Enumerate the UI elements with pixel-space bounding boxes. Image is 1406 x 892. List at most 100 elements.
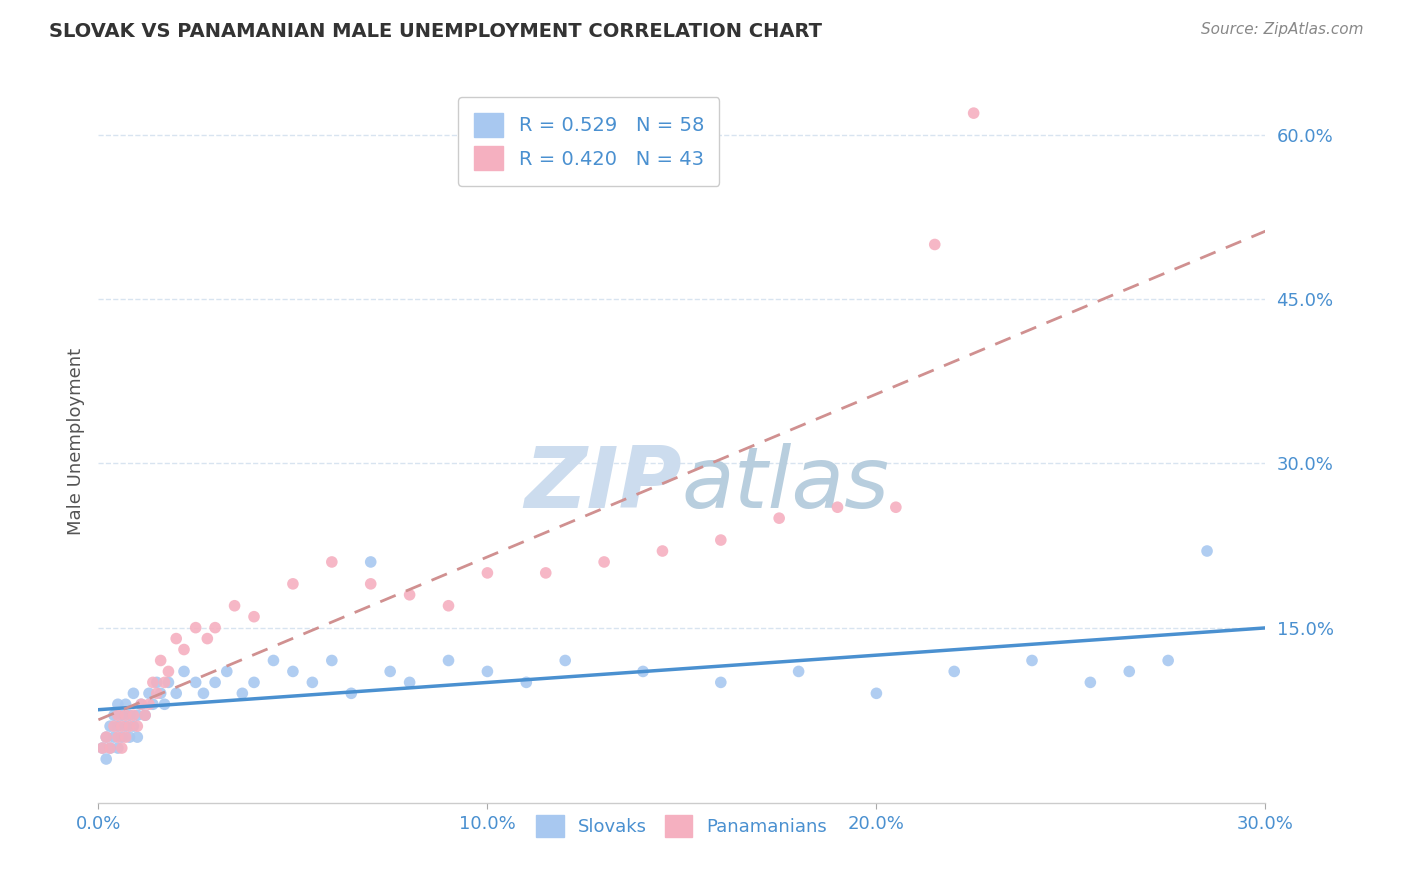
- Point: [146, 675, 169, 690]
- Point: [943, 665, 966, 679]
- Point: [1021, 653, 1043, 667]
- Point: [243, 609, 266, 624]
- Point: [149, 653, 172, 667]
- Point: [437, 599, 460, 613]
- Point: [103, 708, 125, 723]
- Point: [1118, 665, 1140, 679]
- Point: [107, 730, 129, 744]
- Point: [515, 675, 537, 690]
- Point: [142, 675, 165, 690]
- Point: [827, 500, 849, 515]
- Point: [204, 621, 226, 635]
- Point: [153, 675, 176, 690]
- Legend: Slovaks, Panamanians: Slovaks, Panamanians: [529, 808, 835, 845]
- Text: SLOVAK VS PANAMANIAN MALE UNEMPLOYMENT CORRELATION CHART: SLOVAK VS PANAMANIAN MALE UNEMPLOYMENT C…: [49, 22, 823, 41]
- Point: [114, 719, 136, 733]
- Point: [111, 741, 134, 756]
- Point: [768, 511, 790, 525]
- Point: [195, 632, 218, 646]
- Text: ZIP: ZIP: [524, 443, 682, 526]
- Point: [962, 106, 984, 120]
- Point: [98, 741, 121, 756]
- Point: [107, 698, 129, 712]
- Point: [111, 708, 134, 723]
- Point: [710, 675, 733, 690]
- Point: [122, 686, 145, 700]
- Point: [321, 653, 343, 667]
- Point: [710, 533, 733, 547]
- Point: [215, 665, 238, 679]
- Point: [114, 708, 136, 723]
- Point: [360, 555, 382, 569]
- Y-axis label: Male Unemployment: Male Unemployment: [66, 348, 84, 535]
- Point: [129, 698, 152, 712]
- Point: [118, 730, 141, 744]
- Point: [398, 675, 420, 690]
- Point: [1157, 653, 1180, 667]
- Point: [243, 675, 266, 690]
- Point: [142, 698, 165, 712]
- Point: [534, 566, 557, 580]
- Point: [103, 719, 125, 733]
- Point: [134, 708, 156, 723]
- Text: atlas: atlas: [682, 443, 890, 526]
- Point: [153, 698, 176, 712]
- Point: [107, 719, 129, 733]
- Point: [122, 708, 145, 723]
- Point: [281, 577, 304, 591]
- Point: [107, 708, 129, 723]
- Point: [262, 653, 284, 667]
- Point: [884, 500, 907, 515]
- Point: [787, 665, 810, 679]
- Point: [138, 686, 160, 700]
- Point: [157, 665, 180, 679]
- Point: [165, 686, 187, 700]
- Point: [631, 665, 654, 679]
- Point: [651, 544, 673, 558]
- Point: [146, 686, 169, 700]
- Point: [127, 719, 149, 733]
- Point: [281, 665, 304, 679]
- Point: [91, 741, 114, 756]
- Point: [118, 719, 141, 733]
- Point: [96, 730, 118, 744]
- Point: [224, 599, 246, 613]
- Point: [98, 719, 121, 733]
- Point: [477, 566, 499, 580]
- Point: [477, 665, 499, 679]
- Point: [107, 741, 129, 756]
- Point: [157, 675, 180, 690]
- Point: [204, 675, 226, 690]
- Point: [340, 686, 363, 700]
- Point: [127, 730, 149, 744]
- Point: [184, 621, 207, 635]
- Point: [924, 237, 946, 252]
- Point: [165, 632, 187, 646]
- Point: [173, 665, 195, 679]
- Point: [554, 653, 576, 667]
- Point: [111, 719, 134, 733]
- Point: [127, 708, 149, 723]
- Point: [114, 730, 136, 744]
- Point: [111, 730, 134, 744]
- Point: [134, 708, 156, 723]
- Point: [96, 730, 118, 744]
- Point: [91, 741, 114, 756]
- Point: [114, 698, 136, 712]
- Point: [149, 686, 172, 700]
- Point: [380, 665, 402, 679]
- Text: Source: ZipAtlas.com: Source: ZipAtlas.com: [1201, 22, 1364, 37]
- Point: [865, 686, 887, 700]
- Point: [360, 577, 382, 591]
- Point: [437, 653, 460, 667]
- Point: [173, 642, 195, 657]
- Point: [301, 675, 323, 690]
- Point: [96, 752, 118, 766]
- Point: [231, 686, 253, 700]
- Point: [184, 675, 207, 690]
- Point: [138, 698, 160, 712]
- Point: [103, 730, 125, 744]
- Point: [593, 555, 616, 569]
- Point: [398, 588, 420, 602]
- Point: [1195, 544, 1218, 558]
